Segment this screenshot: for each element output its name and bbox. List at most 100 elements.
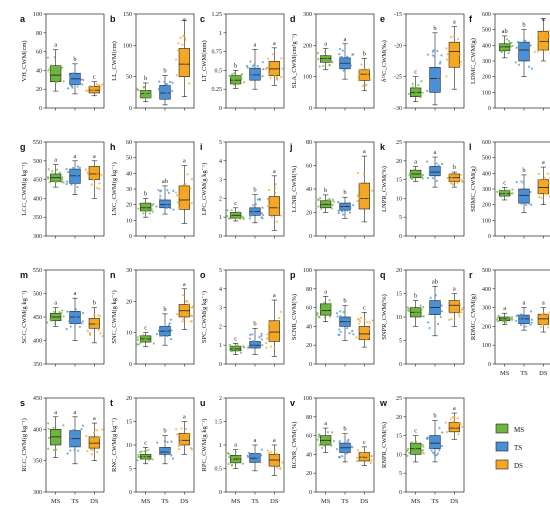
data-point <box>371 319 374 322</box>
data-point <box>451 182 455 186</box>
data-point <box>230 213 233 216</box>
data-point <box>48 181 51 184</box>
y-tick-label: 0 <box>219 234 222 240</box>
data-point <box>320 446 324 450</box>
y-tick-label: 1 <box>219 215 222 221</box>
y-tick-label: 450 <box>33 315 42 321</box>
data-point <box>362 196 365 199</box>
data-point <box>169 318 173 321</box>
y-tick-label: 0 <box>219 490 222 496</box>
data-point <box>141 205 144 208</box>
significance-letter: b <box>343 426 346 433</box>
data-point <box>530 321 533 324</box>
data-point <box>460 308 464 312</box>
data-point <box>275 76 279 79</box>
data-point <box>248 217 251 220</box>
data-point <box>46 56 50 59</box>
data-point <box>181 320 184 323</box>
data-point <box>363 67 367 71</box>
data-point <box>316 51 319 55</box>
data-point <box>260 216 263 219</box>
data-point <box>454 178 457 181</box>
significance-letter: c <box>363 439 366 446</box>
data-point <box>367 198 370 201</box>
data-point <box>181 67 185 70</box>
y-axis-label: LNPR_CWM(%) <box>381 166 388 212</box>
data-point <box>75 311 79 315</box>
data-point <box>252 210 255 213</box>
data-point <box>54 81 57 84</box>
data-point <box>361 84 364 88</box>
y-tick-label: 350 <box>33 459 42 465</box>
data-point <box>66 452 69 455</box>
data-point <box>231 457 234 460</box>
data-point <box>421 91 424 94</box>
data-point <box>181 43 184 46</box>
data-point <box>176 194 179 197</box>
data-point <box>359 316 362 319</box>
data-point <box>525 198 528 201</box>
data-point <box>250 74 253 77</box>
data-point <box>166 441 169 444</box>
y-tick-label: 500 <box>482 28 491 34</box>
data-point <box>66 180 69 183</box>
x-tick-label: TS <box>431 498 439 505</box>
data-point <box>451 416 454 419</box>
significance-letter: a <box>324 288 327 295</box>
data-point <box>260 334 263 337</box>
box-TS <box>518 41 530 62</box>
data-point <box>318 316 321 319</box>
data-point <box>93 428 96 431</box>
data-point <box>317 435 321 438</box>
data-point <box>273 73 276 77</box>
data-point <box>496 316 500 319</box>
data-point <box>270 215 273 218</box>
data-point <box>432 451 435 454</box>
y-tick-label: 20 <box>396 268 402 274</box>
data-point <box>518 42 521 45</box>
data-point <box>507 52 510 55</box>
y-tick-label: 0.5 <box>215 68 223 74</box>
data-point <box>70 441 74 444</box>
data-point <box>520 180 523 183</box>
data-point <box>450 317 453 321</box>
y-axis-label: RNPR_CWM(%) <box>381 422 388 468</box>
data-point <box>269 337 272 340</box>
data-point <box>338 328 341 331</box>
data-point <box>348 331 351 335</box>
data-point <box>322 64 325 68</box>
y-axis-label: SPC_CWM(g kg⁻¹) <box>201 291 208 343</box>
data-point <box>341 210 344 213</box>
data-point <box>267 73 270 76</box>
data-point <box>165 201 169 204</box>
box-TS <box>429 166 441 177</box>
data-point <box>256 64 259 68</box>
data-point <box>413 89 416 92</box>
data-point <box>370 459 373 462</box>
y-tick-label: 15 <box>396 178 402 184</box>
data-point <box>165 83 169 86</box>
y-tick-label: 80 <box>306 287 312 293</box>
y-tick-label: 10 <box>396 315 402 321</box>
data-point <box>356 171 360 174</box>
data-point <box>323 50 327 53</box>
y-tick-label: 60 <box>306 434 312 440</box>
data-point <box>74 322 77 326</box>
significance-letter: b <box>522 167 525 174</box>
data-point <box>183 36 187 39</box>
data-point <box>358 73 361 76</box>
data-point <box>53 322 57 325</box>
data-point <box>265 66 268 69</box>
data-point <box>227 462 230 466</box>
data-point <box>319 196 322 200</box>
data-point <box>155 332 159 336</box>
y-tick-label: 5 <box>129 467 132 473</box>
data-point <box>268 322 271 325</box>
data-point <box>261 213 265 217</box>
data-point <box>358 182 361 185</box>
data-point <box>504 192 508 196</box>
data-point <box>425 437 428 440</box>
panel-letter: e <box>380 14 385 24</box>
data-point <box>169 207 172 210</box>
x-tick-label: MS <box>141 498 151 505</box>
